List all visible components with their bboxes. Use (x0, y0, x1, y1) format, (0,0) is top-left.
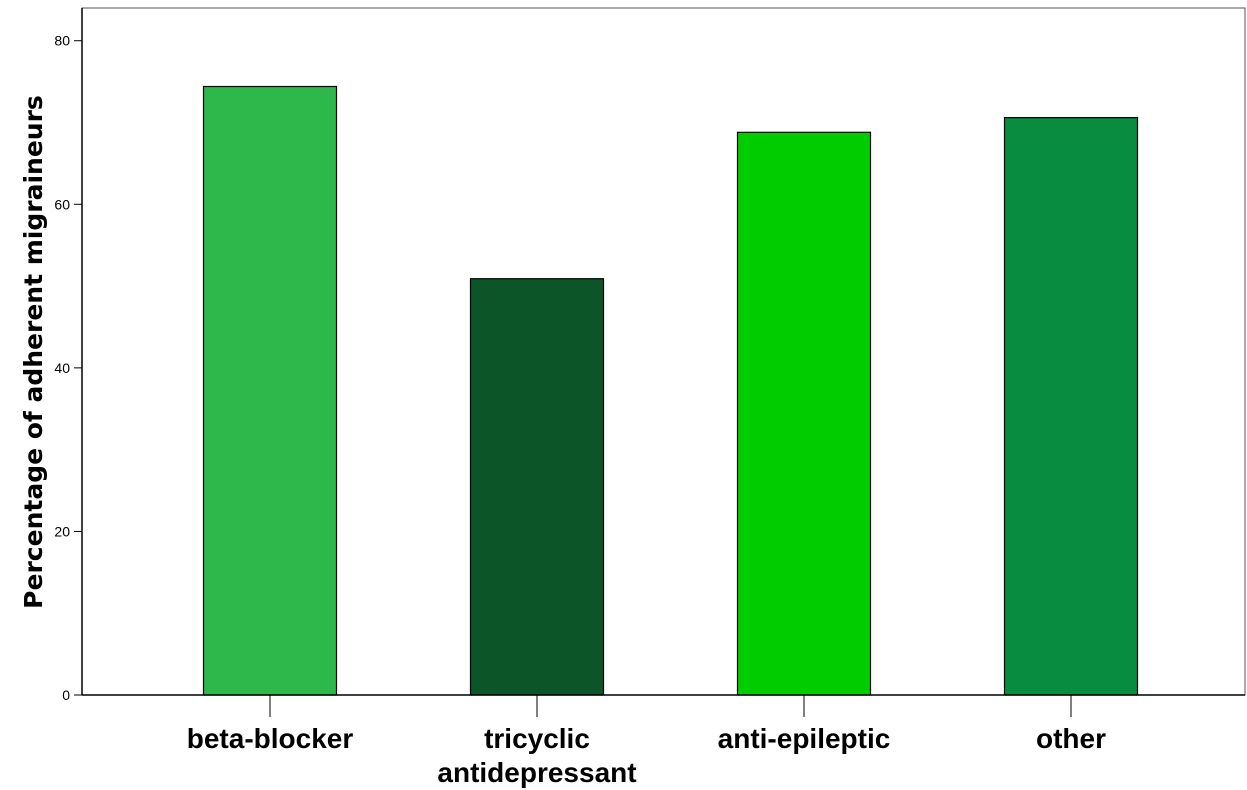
y-tick-label-0: 0 (62, 687, 70, 703)
y-tick-label-3: 60 (54, 196, 70, 212)
y-ticks-group: 0 20 40 60 80 (54, 33, 82, 703)
bar-0 (204, 87, 337, 695)
x-ticks-group: beta-blocker tricyclic antidepressant anti-… (187, 695, 1106, 788)
bar-2 (738, 132, 871, 695)
bar-1 (471, 279, 604, 695)
y-tick-label-2: 40 (54, 360, 70, 376)
x-tick-label-line: other (1036, 723, 1106, 754)
x-tick-label-0: beta-blocker (187, 723, 354, 754)
bar-3 (1005, 118, 1138, 695)
y-tick-label-4: 80 (54, 33, 70, 49)
x-tick-label-3: other (1036, 723, 1106, 754)
x-tick-label-line: tricyclic (484, 723, 590, 754)
x-tick-label-line: beta-blocker (187, 723, 354, 754)
y-axis-title: Percentage of adherent migraineurs (19, 95, 48, 609)
x-tick-label-line: antidepressant (437, 757, 636, 788)
x-tick-label-2: anti-epileptic (718, 723, 891, 754)
bars-group (204, 87, 1138, 695)
y-tick-label-1: 20 (54, 523, 70, 539)
x-tick-label-line: anti-epileptic (718, 723, 891, 754)
x-tick-label-1: tricyclic antidepressant (437, 723, 636, 788)
